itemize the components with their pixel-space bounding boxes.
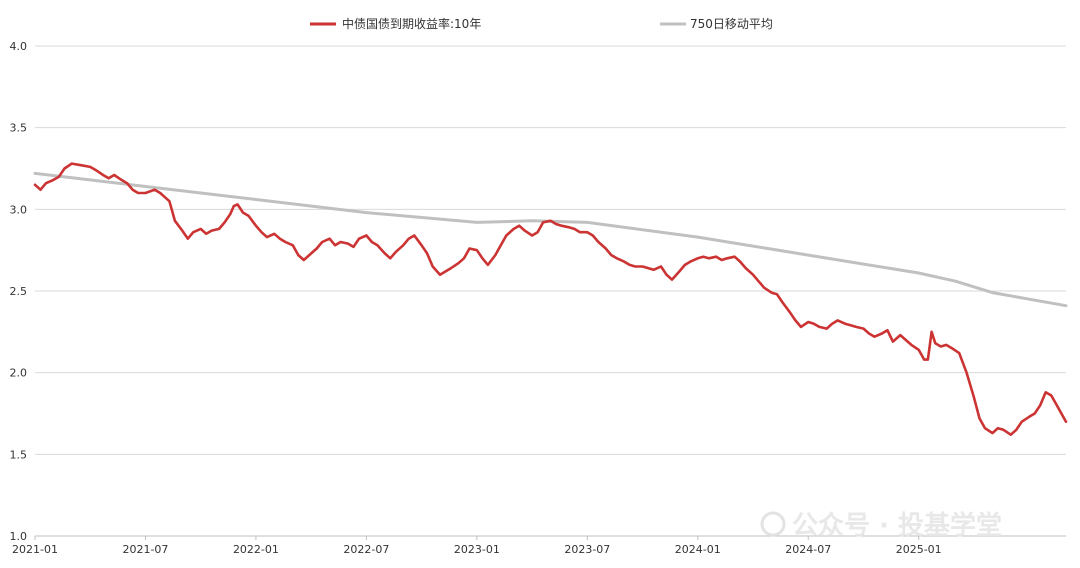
- series-layer: [33, 162, 1068, 436]
- y-tick-label: 4.0: [10, 40, 28, 53]
- legend: 中债国债到期收益率:10年 750日移动平均: [310, 16, 773, 31]
- x-tick-label: 2025-01: [896, 543, 942, 556]
- x-tick-label: 2024-01: [675, 543, 721, 556]
- x-axis: 2021-01 2021-07 2022-01 2022-07 2023-01 2023-…: [12, 536, 942, 556]
- series-line-750d-ma: [33, 171, 1068, 308]
- legend-label-yield: 中债国债到期收益率:10年: [342, 16, 481, 31]
- series-line-yield-10y: [33, 162, 1068, 436]
- watermark-text: 公众号 · 投基学堂: [792, 510, 1002, 541]
- y-axis: 1.0 1.5 2.0 2.5 3.0 3.5 4.0: [10, 40, 28, 543]
- x-tick-label: 2021-07: [122, 543, 168, 556]
- y-tick-label: 2.0: [10, 367, 28, 380]
- x-tick-label: 2023-07: [564, 543, 610, 556]
- x-tick-label: 2023-01: [454, 543, 500, 556]
- y-tick-label: 3.0: [10, 203, 28, 216]
- x-tick-label: 2022-01: [233, 543, 279, 556]
- y-tick-label: 2.5: [10, 285, 28, 298]
- y-tick-label: 3.5: [10, 122, 28, 135]
- legend-label-ma: 750日移动平均: [690, 17, 773, 31]
- x-tick-label: 2021-01: [12, 543, 58, 556]
- x-tick-label: 2022-07: [343, 543, 389, 556]
- y-tick-label: 1.0: [10, 530, 28, 543]
- watermark: 公众号 · 投基学堂: [760, 510, 1002, 541]
- grid-layer: [35, 45, 1066, 537]
- x-tick-label: 2024-07: [785, 543, 831, 556]
- y-tick-label: 1.5: [10, 448, 28, 461]
- wechat-icon: [760, 511, 786, 537]
